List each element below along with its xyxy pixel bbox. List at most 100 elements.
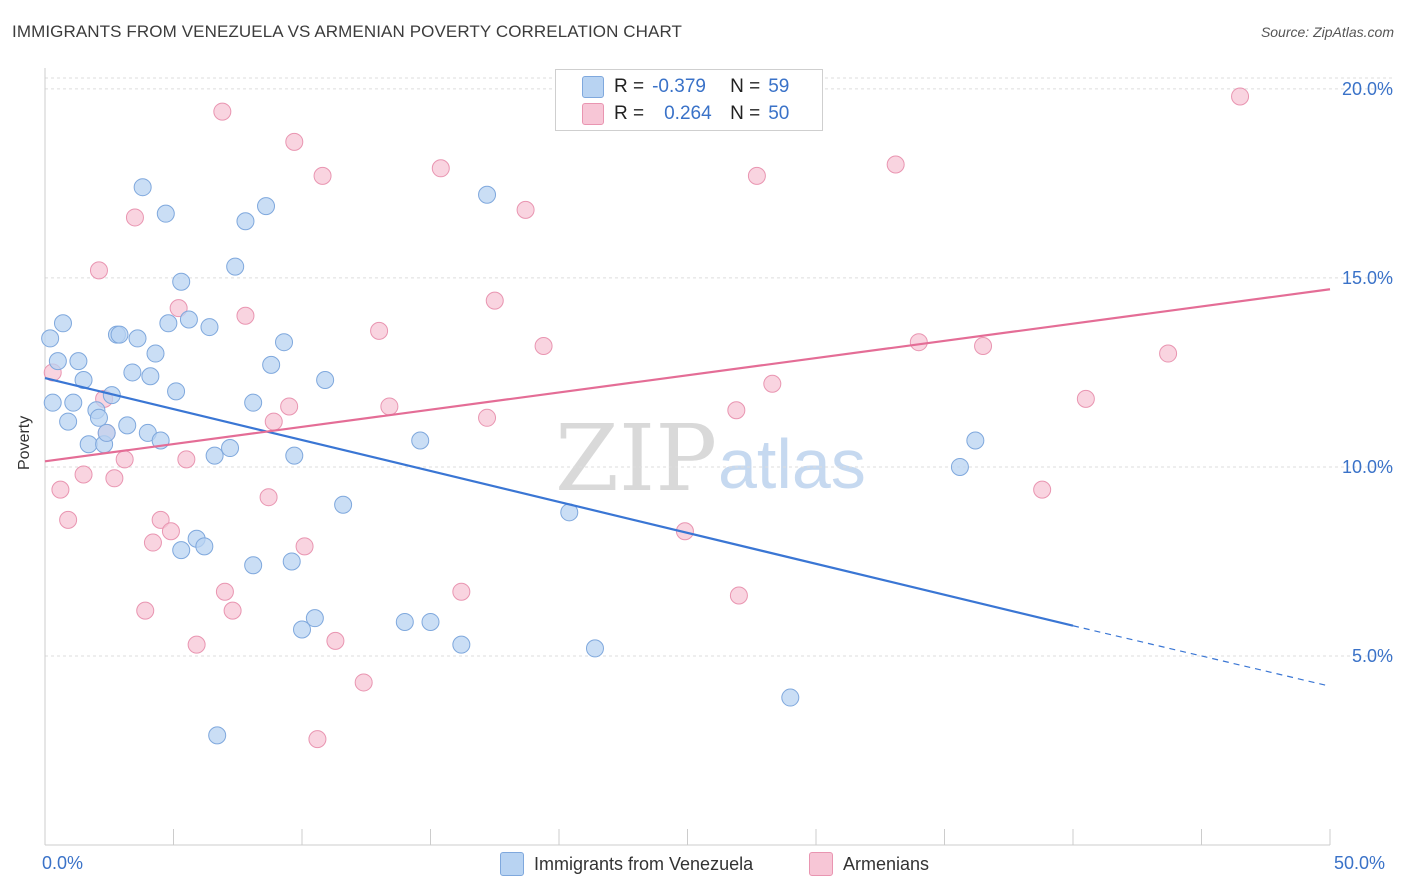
armenians-point xyxy=(280,397,299,416)
venezuela-point xyxy=(172,272,191,291)
armenians-point xyxy=(177,450,196,469)
armenians-point xyxy=(974,336,993,355)
venezuela-point xyxy=(195,537,214,556)
armenians-point xyxy=(223,601,242,620)
armenians-point xyxy=(534,336,553,355)
legend-r-label: R = xyxy=(614,103,645,124)
legend-r-value: 0.264 xyxy=(664,103,712,124)
venezuela-point xyxy=(43,393,62,412)
venezuela-point xyxy=(452,635,471,654)
bottom-legend: Immigrants from Venezuela Armenians xyxy=(0,852,1406,878)
venezuela-point xyxy=(205,446,224,465)
armenians-point xyxy=(187,635,206,654)
venezuela-point xyxy=(53,314,72,333)
venezuela-point xyxy=(275,333,294,352)
venezuela-point xyxy=(208,726,227,745)
chart-title: IMMIGRANTS FROM VENEZUELA VS ARMENIAN PO… xyxy=(12,22,683,41)
armenians-point xyxy=(763,374,782,393)
armenians-point xyxy=(215,582,234,601)
armenians-point xyxy=(125,208,144,227)
venezuela-trend-line xyxy=(44,377,1074,627)
legend-n-label: N = xyxy=(730,103,761,124)
y-tick-label: 5.0% xyxy=(1352,646,1393,666)
armenians-point xyxy=(886,155,905,174)
venezuela-point xyxy=(226,257,245,276)
armenians-point xyxy=(259,488,278,507)
legend-row-armenians: R = 0.264 N = 50 xyxy=(582,101,789,127)
watermark-zip: ZIP xyxy=(555,405,717,512)
armenians-point xyxy=(151,510,170,529)
bottom-legend-label: Immigrants from Venezuela xyxy=(534,853,754,874)
armenians-point xyxy=(89,261,108,280)
armenians-point xyxy=(313,166,332,185)
venezuela-point xyxy=(285,446,304,465)
venezuela-point xyxy=(128,329,147,348)
venezuela-point xyxy=(221,439,240,458)
venezuela-point xyxy=(179,310,198,329)
venezuela-point xyxy=(585,639,604,658)
armenians-point xyxy=(909,333,928,352)
y-tick-label: 10.0% xyxy=(1342,457,1393,477)
venezuela-point xyxy=(200,318,219,337)
armenians-point xyxy=(1231,87,1250,106)
venezuela-point xyxy=(110,325,129,344)
armenians-point xyxy=(213,102,232,121)
venezuela-point xyxy=(478,185,497,204)
bottom-legend-label: Armenians xyxy=(843,853,930,874)
armenians-point xyxy=(136,601,155,620)
legend-row-venezuela: R = -0.379 N = 59 xyxy=(582,74,789,100)
venezuela-point xyxy=(781,688,800,707)
venezuela-point xyxy=(236,212,255,231)
venezuela-point xyxy=(950,457,969,476)
venezuela-point xyxy=(282,552,301,571)
legend-r-label: R = xyxy=(614,76,645,97)
armenians-point xyxy=(452,582,471,601)
venezuela-point xyxy=(244,556,263,575)
venezuela-point xyxy=(89,408,108,427)
armenians-point xyxy=(729,586,748,605)
venezuela-point xyxy=(118,416,137,435)
venezuela-point xyxy=(316,371,335,389)
armenians-point xyxy=(1159,344,1178,363)
venezuela-point xyxy=(334,495,353,514)
source-label: Source: ZipAtlas.com xyxy=(1260,24,1394,40)
venezuela-point xyxy=(421,612,440,631)
legend-n-value: 59 xyxy=(768,76,790,97)
armenians-point xyxy=(143,533,162,552)
watermark-atlas: atlas xyxy=(718,425,866,503)
armenians-point xyxy=(285,132,304,151)
armenians-point xyxy=(747,166,766,185)
venezuela-point xyxy=(244,393,263,412)
armenians-point xyxy=(161,522,180,541)
venezuela-point xyxy=(305,609,324,628)
legend-swatch-blue xyxy=(582,76,604,98)
venezuela-point xyxy=(293,620,311,639)
armenians-point xyxy=(516,200,535,219)
bottom-legend-armenians: Armenians xyxy=(809,852,929,876)
venezuela-point xyxy=(141,367,160,386)
armenians-point xyxy=(295,537,314,556)
x-tick-label-min: 0.0% xyxy=(42,853,84,873)
armenians-point xyxy=(105,469,124,488)
venezuela-point xyxy=(156,204,175,223)
armenians-point xyxy=(485,291,504,310)
venezuela-point xyxy=(167,382,186,401)
armenians-point xyxy=(115,450,134,469)
venezuela-point xyxy=(172,541,191,560)
armenians-point xyxy=(727,401,746,420)
armenians-point xyxy=(380,397,399,416)
legend-n-label: N = xyxy=(730,76,761,97)
venezuela-point xyxy=(48,352,67,371)
venezuela-point xyxy=(159,314,178,333)
armenians-point xyxy=(326,631,345,650)
venezuela-trend-extension xyxy=(1072,625,1331,687)
venezuela-point xyxy=(41,329,60,348)
venezuela-point xyxy=(146,344,165,363)
bottom-legend-venezuela: Immigrants from Venezuela xyxy=(500,852,753,876)
venezuela-point xyxy=(411,431,430,450)
y-tick-label: 15.0% xyxy=(1342,268,1393,288)
armenians-point xyxy=(169,299,188,318)
venezuela-point xyxy=(123,363,142,382)
armenians-point xyxy=(264,412,283,431)
